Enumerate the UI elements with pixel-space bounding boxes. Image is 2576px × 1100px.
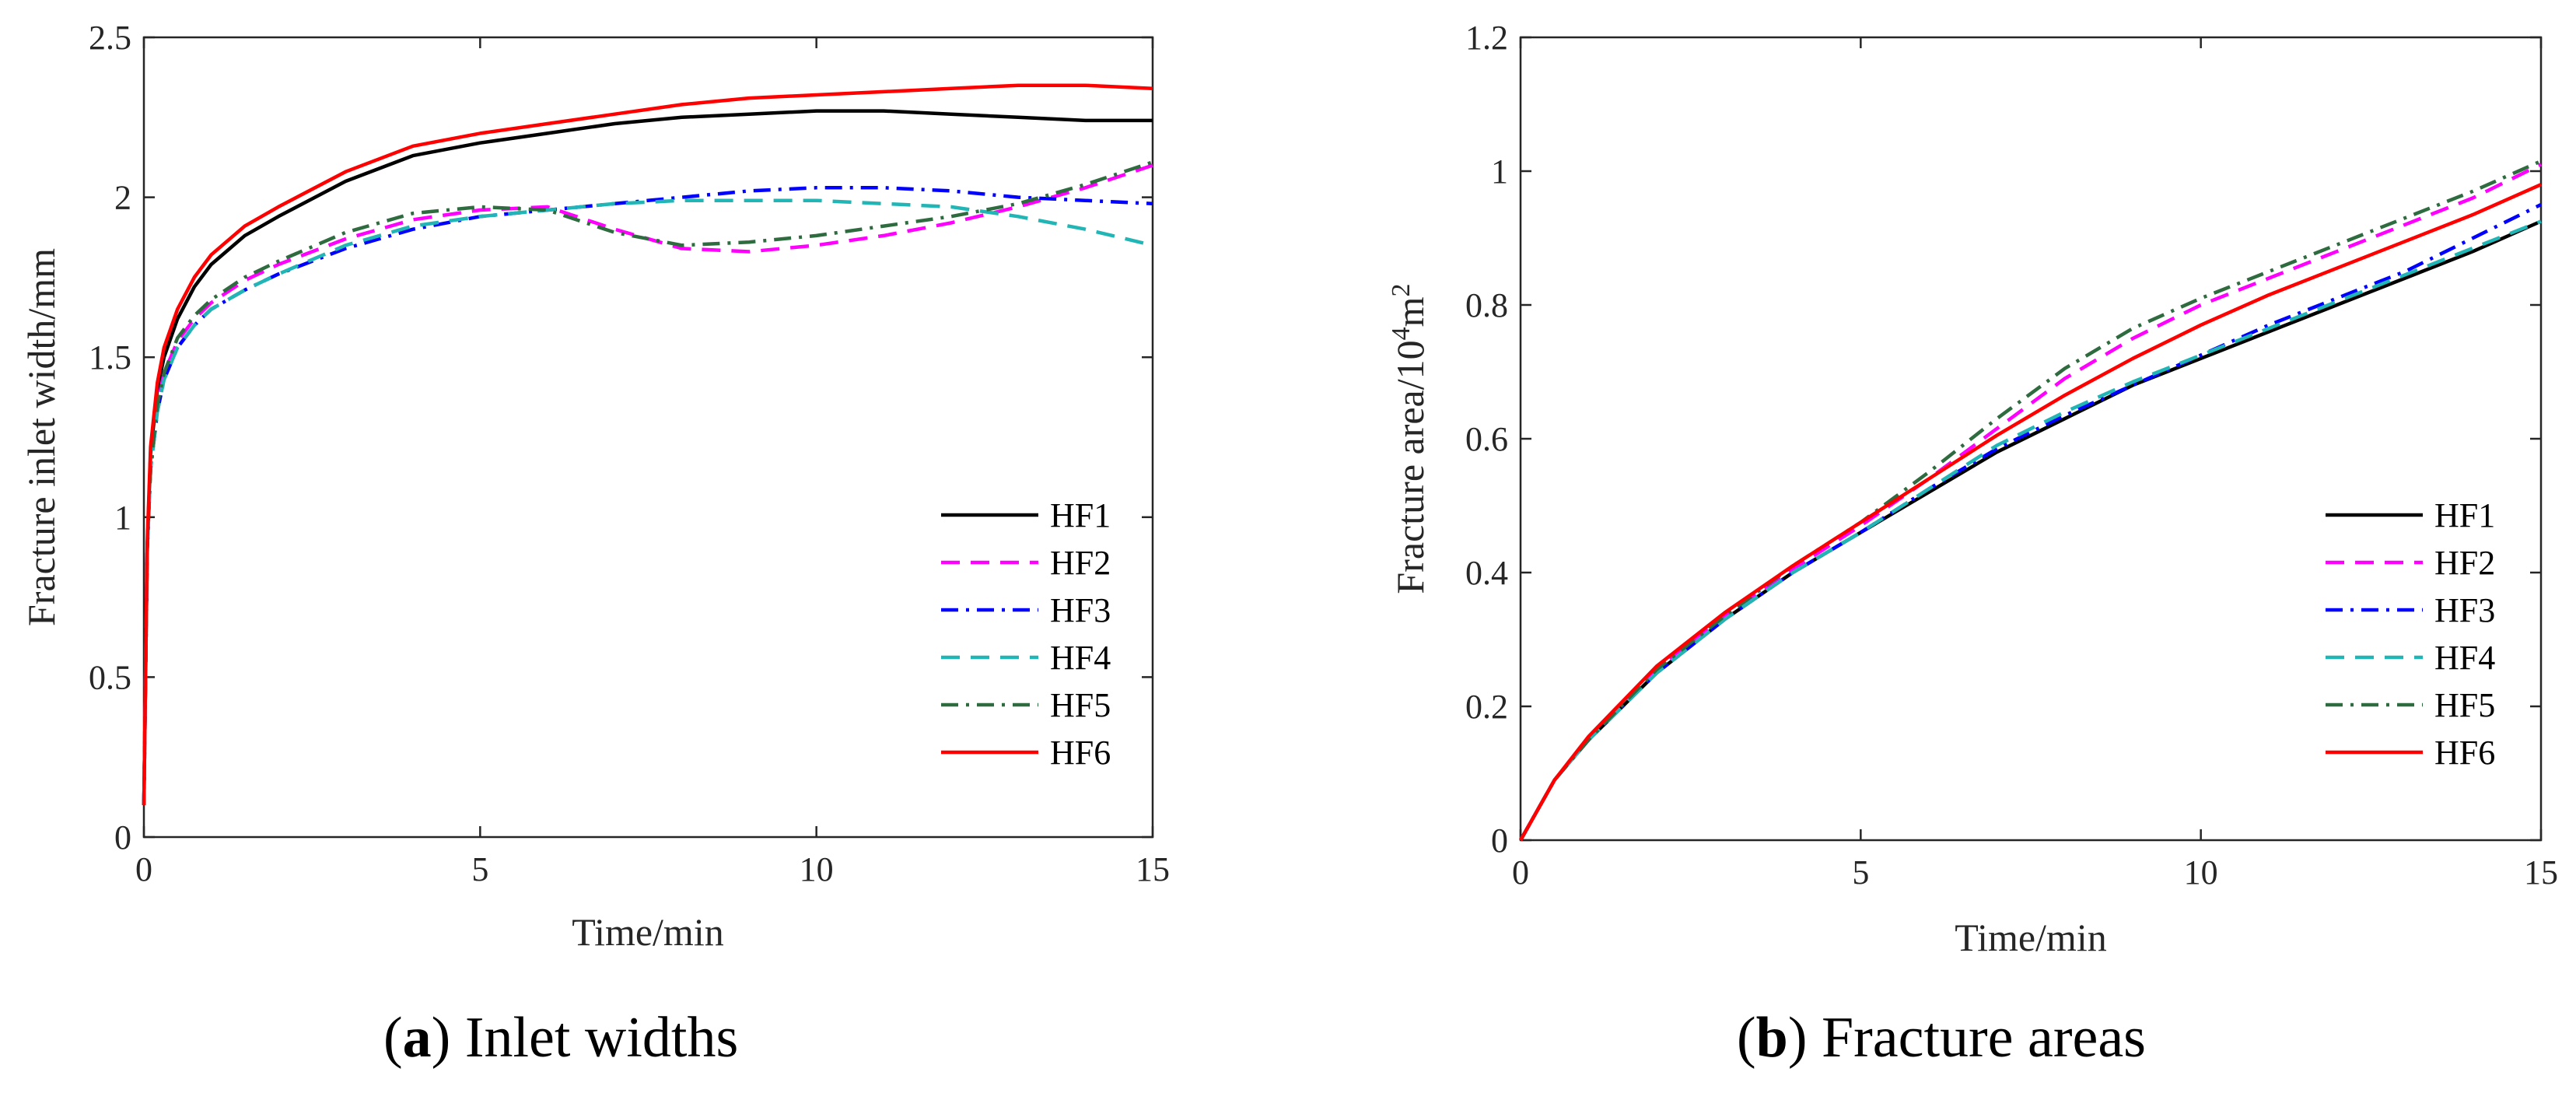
- y-tick-label: 0.5: [89, 658, 131, 696]
- x-tick-label: 0: [1512, 853, 1529, 892]
- y-tick-label: 2.5: [89, 19, 131, 57]
- legend-label-hf4: HF4: [1050, 639, 1111, 677]
- y-tick-label: 1: [1491, 152, 1508, 191]
- panel-b-fracture-areas: 0 5 10 15 0 0.2 0.4 0.6 0.8 1 1.2 Time/min Fractu…: [1387, 19, 2558, 959]
- caption-b: (b) Fracture areas: [1737, 1006, 2146, 1070]
- y-tick-label: 2: [114, 179, 131, 217]
- legend-label-hf1: HF1: [2434, 496, 2495, 534]
- caption-b-letter: b: [1755, 1006, 1788, 1070]
- legend-label-hf4: HF4: [2434, 639, 2495, 677]
- caption-a-letter: a: [402, 1006, 432, 1070]
- series-line-hf4: [142, 198, 1153, 805]
- legend-label-hf2: HF2: [1050, 544, 1111, 582]
- x-tick-label: 15: [2524, 853, 2558, 892]
- x-tick-label: 10: [2184, 853, 2218, 892]
- caption-a-text: Inlet widths: [464, 1006, 739, 1070]
- panel-a-inlet-widths: 0 5 10 15 0 0.5 1 1.5 2 2.5 Time/min Fracture in…: [19, 19, 1170, 954]
- series-line-hf5: [1519, 159, 2542, 842]
- x-tick-label: 5: [1852, 853, 1869, 892]
- caption-b-text: Fracture areas: [1821, 1006, 2146, 1070]
- plot-frame-b: [1519, 36, 2543, 842]
- y-axis-ticks-b: 0 0.2 0.4 0.6 0.8 1 1.2: [1465, 19, 2541, 860]
- y-axis-label-b-sup1: 4: [1387, 327, 1416, 340]
- legend-b: HF1 HF2 HF3 HF4 HF5 HF6: [2326, 496, 2495, 772]
- y-axis-label-b-sup2: 2: [1387, 283, 1416, 296]
- y-tick-label: 0: [1491, 821, 1508, 860]
- y-tick-label: 0.2: [1465, 688, 1508, 726]
- legend-label-hf1: HF1: [1050, 496, 1111, 534]
- legend-label-hf5: HF5: [2434, 686, 2495, 724]
- y-axis-label-b: Fracture area/104m2: [1387, 283, 1432, 594]
- legend-label-hf5: HF5: [1050, 686, 1111, 724]
- series-line-hf6: [1519, 183, 2542, 842]
- series-line-hf6: [142, 83, 1153, 805]
- legend-label-hf3: HF3: [2434, 591, 2495, 629]
- x-tick-label: 15: [1136, 850, 1170, 888]
- caption-a: (a) Inlet widths: [383, 1006, 739, 1070]
- legend-label-hf2: HF2: [2434, 544, 2495, 582]
- y-tick-label: 0.8: [1465, 286, 1508, 324]
- x-axis-ticks-b: 0 5 10 15: [1512, 37, 2558, 892]
- y-tick-label: 1.2: [1465, 19, 1508, 57]
- y-tick-label: 0.6: [1465, 420, 1508, 458]
- y-tick-label: 1: [114, 499, 131, 537]
- series-line-hf5: [142, 160, 1153, 805]
- legend-label-hf6: HF6: [1050, 734, 1111, 772]
- x-tick-label: 5: [471, 850, 488, 888]
- y-tick-label: 0.4: [1465, 554, 1508, 592]
- series-lines-a: [142, 83, 1153, 805]
- x-axis-ticks-a: 0 5 10 15: [135, 37, 1170, 888]
- plot-frame-a: [142, 36, 1154, 839]
- x-axis-label-a: Time/min: [572, 910, 723, 954]
- y-axis-ticks-a: 0 0.5 1 1.5 2 2.5: [89, 19, 1153, 857]
- x-axis-label-b: Time/min: [1955, 916, 2106, 959]
- legend-label-hf6: HF6: [2434, 734, 2495, 772]
- legend-a: HF1 HF2 HF3 HF4 HF5 HF6: [941, 496, 1111, 772]
- series-line-hf3: [142, 186, 1153, 805]
- series-lines-b: [1519, 159, 2542, 842]
- x-tick-label: 0: [135, 850, 152, 888]
- y-tick-label: 0: [114, 818, 131, 857]
- y-axis-label-b-mid: m: [1388, 296, 1432, 327]
- y-tick-label: 1.5: [89, 338, 131, 377]
- legend-label-hf3: HF3: [1050, 591, 1111, 629]
- y-axis-label-b-main: Fracture area/10: [1388, 340, 1432, 594]
- y-axis-label-a: Fracture inlet width/mm: [19, 248, 63, 626]
- x-tick-label: 10: [800, 850, 834, 888]
